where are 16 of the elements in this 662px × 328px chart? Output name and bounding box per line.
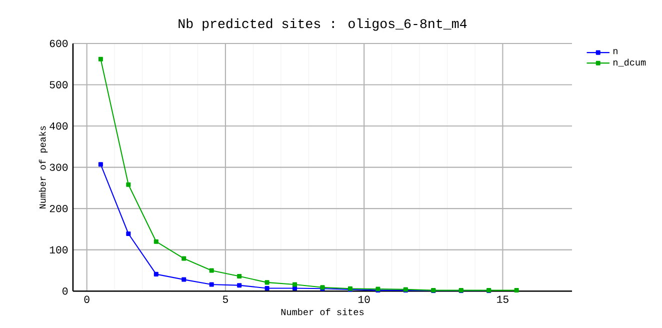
chart-title: Nb predicted sites : oligos_6-8nt_m4 (178, 18, 467, 31)
y-tick-label: 200 (50, 204, 68, 212)
y-tick-label: 300 (50, 164, 68, 171)
y-tick-label: 100 (50, 246, 68, 254)
y-tick-label: 400 (50, 122, 68, 130)
x-axis-title: Number of sites (281, 308, 364, 316)
y-tick-label: 0 (62, 287, 68, 295)
legend-label: n_dcum (613, 58, 646, 66)
x-tick-label: 5 (222, 296, 228, 303)
x-tick-label: 10 (358, 296, 370, 303)
y-tick-label: 600 (50, 40, 68, 48)
legend-label: n (613, 48, 618, 54)
y-axis-title: Number of peaks (38, 126, 48, 208)
x-tick-label: 15 (497, 296, 508, 303)
x-tick-label: 0 (84, 296, 90, 303)
y-tick-label: 500 (50, 81, 68, 88)
